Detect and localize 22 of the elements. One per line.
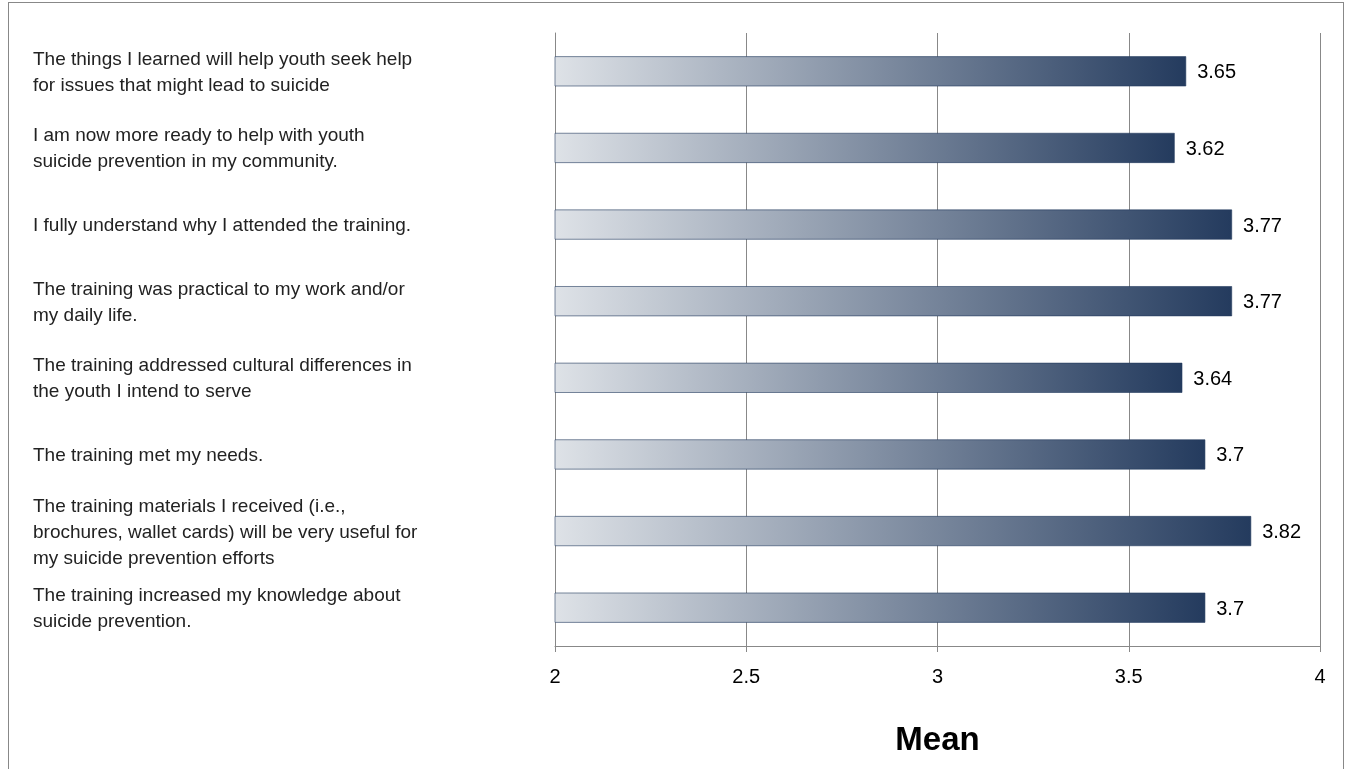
data-label: 3.77 (1243, 290, 1282, 313)
x-tick-label: 3 (931, 665, 944, 687)
data-label: 3.7 (1216, 443, 1245, 466)
data-label: 3.77 (1243, 213, 1282, 236)
data-label: 3.64 (1193, 366, 1233, 389)
y-tick-label: I fully understand why I attended the training. (33, 214, 412, 236)
y-tick-label: The training materials I received (i.e., brochures, wallet cards) will be very useful for my suicide prevention efforts (33, 494, 423, 568)
data-label: 3.7 (1216, 596, 1245, 619)
data-label: 3.82 (1262, 520, 1302, 543)
x-tick-label: 3.5 (1114, 665, 1143, 687)
y-tick-label: The things I learned will help youth seek help for issues that might lead to suicide (33, 47, 418, 95)
data-label: 3.62 (1185, 136, 1225, 159)
x-tick-label: 2.5 (732, 665, 761, 687)
data-label: 3.65 (1197, 60, 1237, 83)
x-tick-label: 2 (549, 665, 561, 687)
y-tick-label: The training increased my knowledge about suicide prevention. (33, 584, 406, 632)
y-tick-label: The training met my needs. (33, 443, 264, 465)
x-axis-title: Mean (895, 720, 980, 757)
y-tick-label: I am now more ready to help with youth suicide prevention in my community. (33, 124, 370, 172)
y-tick-label: The training addressed cultural differences in the youth I intend to serve (33, 354, 418, 402)
x-tick-label: 4 (1314, 665, 1326, 687)
y-tick-label: The training was practical to my work and/or my daily life. (33, 277, 410, 325)
